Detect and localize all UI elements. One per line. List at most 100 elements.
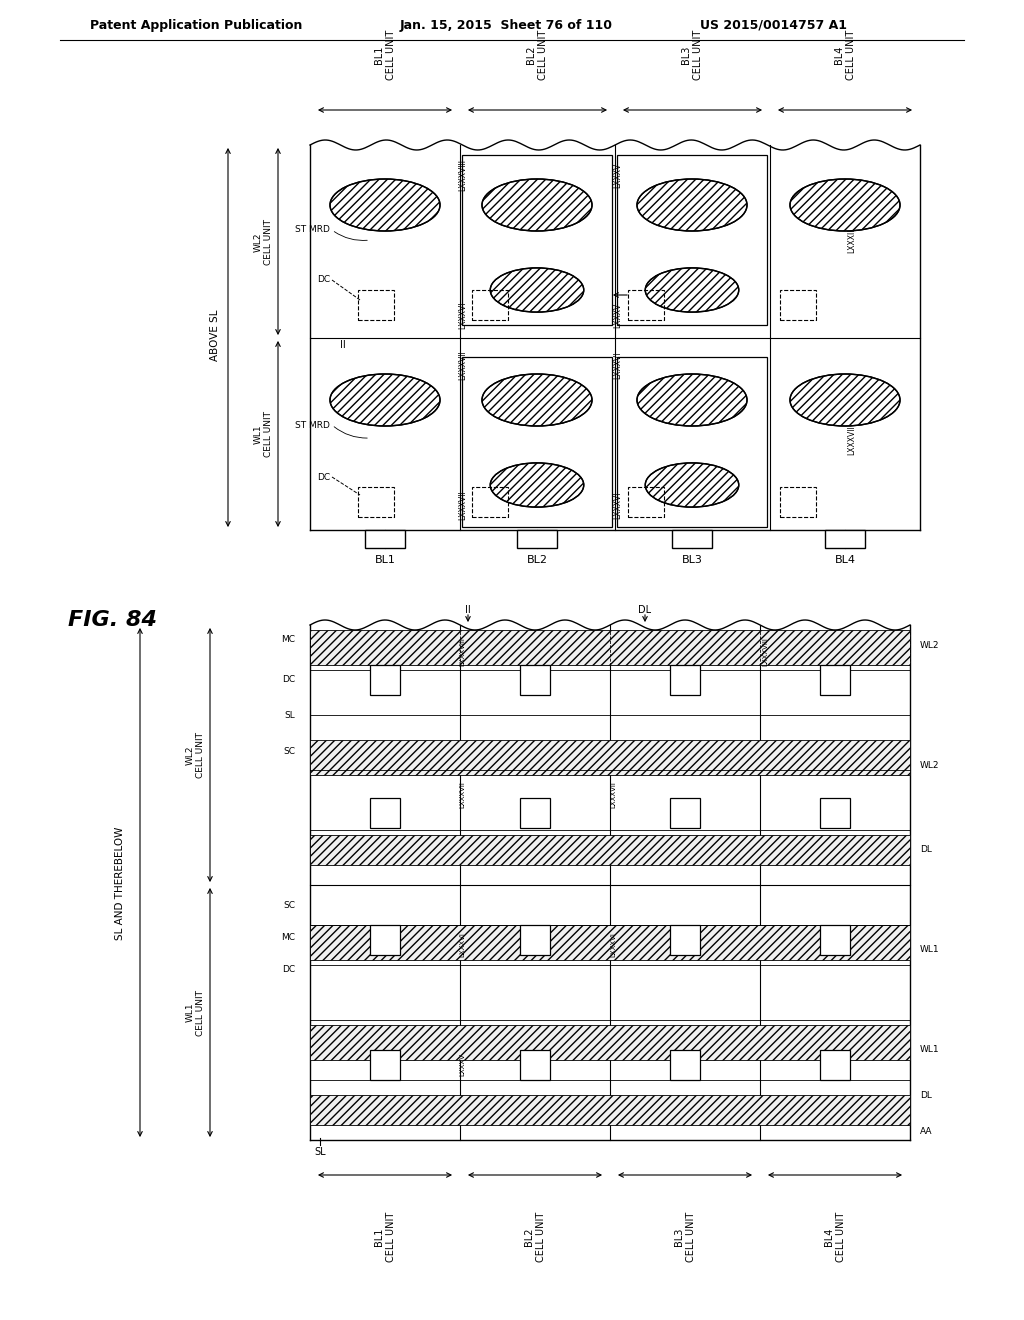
Bar [670, 665, 700, 696]
Bar [780, 487, 816, 517]
Bar [780, 290, 816, 319]
Bar [365, 531, 406, 548]
Text: WL1
CELL UNIT: WL1 CELL UNIT [253, 411, 272, 457]
Bar [472, 290, 508, 319]
Ellipse shape [790, 180, 900, 231]
Bar [617, 154, 767, 325]
Text: BL2
CELL UNIT: BL2 CELL UNIT [526, 30, 548, 81]
Text: LXXXV: LXXXV [613, 302, 623, 327]
Text: LXXXVIII: LXXXVIII [459, 158, 468, 191]
Text: BL1
CELL UNIT: BL1 CELL UNIT [374, 30, 396, 81]
Text: LXXXVII: LXXXVII [459, 490, 468, 520]
Bar [628, 487, 664, 517]
Text: SL AND THEREBELOW: SL AND THEREBELOW [115, 826, 125, 940]
Ellipse shape [330, 374, 440, 426]
Text: MC: MC [281, 932, 295, 941]
Bar [370, 1049, 400, 1080]
Text: MC: MC [281, 635, 295, 644]
Text: WL2: WL2 [920, 760, 939, 770]
Bar [520, 925, 550, 954]
Text: DC: DC [282, 676, 295, 685]
Ellipse shape [482, 374, 592, 426]
Bar [672, 531, 712, 548]
Text: LXXXIII: LXXXIII [848, 227, 856, 253]
Text: DL: DL [638, 605, 651, 615]
Text: SL: SL [285, 710, 295, 719]
Text: WL2
CELL UNIT: WL2 CELL UNIT [185, 733, 205, 777]
Bar [670, 1049, 700, 1080]
Bar [670, 799, 700, 828]
Bar [310, 1026, 910, 1060]
Text: BL4
CELL UNIT: BL4 CELL UNIT [835, 30, 856, 81]
Text: LXXXVI: LXXXVI [459, 932, 465, 957]
Bar [358, 290, 394, 319]
Bar [670, 925, 700, 954]
Bar [820, 925, 850, 954]
Bar [820, 665, 850, 696]
Ellipse shape [482, 180, 592, 231]
Bar [358, 487, 394, 517]
Text: BL3
CELL UNIT: BL3 CELL UNIT [674, 1212, 695, 1262]
Text: BL3
CELL UNIT: BL3 CELL UNIT [681, 30, 702, 81]
Bar [310, 741, 910, 775]
Text: DC: DC [316, 473, 330, 482]
Ellipse shape [490, 268, 584, 312]
Text: DL: DL [920, 846, 932, 854]
Text: BL4
CELL UNIT: BL4 CELL UNIT [824, 1212, 846, 1262]
Text: WL2
CELL UNIT: WL2 CELL UNIT [253, 219, 272, 265]
Text: LXXXVII: LXXXVII [459, 781, 465, 808]
Text: LXXXVII: LXXXVII [610, 781, 616, 808]
Ellipse shape [645, 268, 738, 312]
Bar [370, 665, 400, 696]
Text: BL4: BL4 [835, 554, 855, 565]
Text: WL1
CELL UNIT: WL1 CELL UNIT [185, 990, 205, 1035]
Text: LXXXVIII: LXXXVIII [762, 638, 768, 667]
Bar [628, 290, 664, 319]
Bar [617, 356, 767, 527]
Bar [520, 799, 550, 828]
Bar [310, 836, 910, 865]
Bar [310, 1096, 910, 1125]
Text: LXXXV: LXXXV [613, 162, 623, 187]
Bar [472, 487, 508, 517]
Text: SC: SC [283, 747, 295, 756]
Ellipse shape [637, 180, 746, 231]
Text: II: II [465, 605, 471, 615]
Bar [370, 799, 400, 828]
Text: LXXXVI: LXXXVI [613, 491, 623, 519]
Text: ABOVE SL: ABOVE SL [210, 309, 220, 360]
Bar [520, 665, 550, 696]
Bar [820, 799, 850, 828]
Text: Patent Application Publication: Patent Application Publication [90, 18, 302, 32]
Text: SC: SC [283, 900, 295, 909]
Bar [462, 154, 612, 325]
Ellipse shape [490, 463, 584, 507]
Text: US 2015/0014757 A1: US 2015/0014757 A1 [700, 18, 847, 32]
Text: DC: DC [316, 276, 330, 285]
Bar [820, 1049, 850, 1080]
Text: DL: DL [920, 1090, 932, 1100]
Text: LXXXVII: LXXXVII [848, 425, 856, 455]
Ellipse shape [637, 374, 746, 426]
Text: ST MRD: ST MRD [295, 226, 330, 235]
Text: LXXXVII: LXXXVII [459, 350, 468, 380]
Text: AA: AA [920, 1127, 933, 1137]
Text: BL1: BL1 [375, 554, 395, 565]
Bar [825, 531, 865, 548]
Text: II: II [340, 341, 346, 350]
Text: FIG. 84: FIG. 84 [68, 610, 157, 630]
Text: BL3: BL3 [682, 554, 702, 565]
Text: LXXXVIII: LXXXVIII [459, 638, 465, 667]
Ellipse shape [790, 374, 900, 426]
Text: BL1
CELL UNIT: BL1 CELL UNIT [374, 1212, 396, 1262]
Ellipse shape [330, 180, 440, 231]
Text: LXXXVI: LXXXVI [610, 932, 616, 957]
Text: BL2: BL2 [526, 554, 548, 565]
Text: ST MRD: ST MRD [295, 421, 330, 429]
Text: DC: DC [282, 965, 295, 974]
Ellipse shape [645, 463, 738, 507]
Text: WL1: WL1 [920, 1045, 940, 1055]
Text: WL1: WL1 [920, 945, 940, 954]
Bar [370, 925, 400, 954]
Text: SL: SL [314, 1147, 326, 1158]
